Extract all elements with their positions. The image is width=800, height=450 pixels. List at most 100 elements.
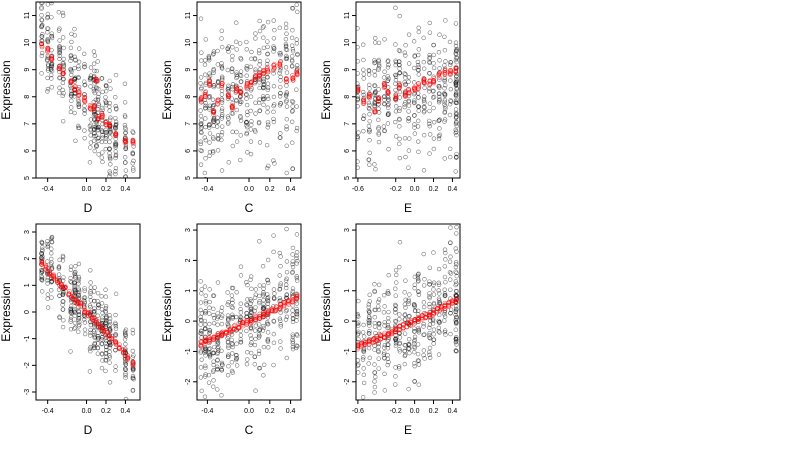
fitted-point — [56, 66, 62, 72]
observed-point — [412, 125, 417, 130]
observed-point — [56, 266, 62, 271]
observed-point — [95, 313, 100, 318]
fitted-point — [113, 339, 119, 344]
observed-point — [76, 287, 82, 293]
observed-point — [397, 13, 402, 19]
observed-point — [82, 62, 87, 67]
observed-point — [412, 363, 417, 369]
fitted-point — [91, 107, 97, 113]
observed-point — [252, 354, 257, 360]
fitted-point — [294, 70, 300, 76]
observed-point — [207, 321, 212, 327]
observed-point — [284, 126, 289, 132]
observed-point — [199, 148, 204, 154]
fitted-point — [382, 335, 388, 341]
observed-point — [356, 311, 360, 317]
fitted-point — [294, 69, 299, 75]
observed-point — [202, 284, 208, 289]
observed-point — [57, 50, 62, 56]
observed-point — [72, 65, 77, 71]
observed-point — [290, 334, 296, 339]
observed-point — [397, 48, 403, 54]
observed-point — [252, 128, 258, 133]
fitted-point — [211, 337, 216, 342]
observed-point — [107, 100, 113, 106]
observed-point — [382, 355, 387, 361]
observed-point — [284, 307, 290, 313]
observed-point — [290, 259, 295, 264]
observed-point — [294, 37, 299, 42]
observed-point — [290, 252, 295, 257]
observed-point — [265, 105, 270, 110]
observed-point — [215, 341, 220, 347]
observed-point — [453, 107, 459, 112]
observed-point — [393, 341, 399, 346]
observed-point — [367, 331, 372, 336]
observed-point — [266, 280, 271, 286]
observed-point — [68, 72, 74, 77]
observed-point — [245, 357, 250, 362]
observed-point — [81, 51, 87, 56]
observed-point — [431, 94, 437, 100]
observed-point — [454, 273, 459, 279]
observed-point — [265, 87, 271, 93]
x-axis-label: E — [404, 201, 412, 215]
observed-point — [427, 304, 432, 310]
observed-point — [412, 113, 417, 118]
observed-point — [219, 321, 225, 327]
observed-point — [366, 361, 371, 366]
observed-point — [284, 104, 290, 109]
observed-point — [416, 47, 422, 52]
observed-point — [284, 98, 289, 103]
observed-point — [73, 138, 78, 143]
y-tick-label: 8 — [185, 95, 192, 99]
observed-point — [92, 341, 97, 346]
observed-point — [443, 279, 448, 285]
fitted-point — [356, 346, 360, 352]
observed-point — [366, 304, 371, 310]
observed-point — [238, 79, 244, 85]
observed-point — [393, 293, 398, 298]
observed-point — [39, 13, 44, 18]
observed-point — [412, 131, 418, 136]
observed-point — [203, 365, 208, 371]
fitted-point — [219, 83, 225, 89]
observed-point — [271, 249, 276, 255]
observed-point — [76, 123, 81, 129]
observed-point — [215, 387, 220, 392]
observed-point — [261, 79, 266, 85]
observed-point — [114, 106, 119, 111]
fitted-point — [396, 82, 402, 88]
observed-point — [238, 273, 244, 278]
fitted-point — [228, 329, 234, 335]
observed-point — [244, 120, 250, 125]
observed-point — [284, 170, 289, 176]
observed-point — [122, 114, 128, 120]
observed-point — [393, 104, 399, 109]
y-tick-label: 8 — [24, 95, 31, 99]
observed-point — [373, 374, 378, 380]
observed-point — [215, 366, 220, 372]
y-tick-label: -2 — [344, 379, 351, 385]
observed-point — [454, 154, 459, 160]
observed-point — [415, 67, 421, 73]
y-tick-label: 7 — [185, 122, 192, 126]
observed-point — [284, 31, 289, 36]
observed-point — [443, 59, 448, 64]
observed-point — [100, 335, 105, 340]
observed-point — [229, 337, 234, 343]
observed-point — [230, 86, 235, 92]
observed-point — [39, 34, 44, 39]
observed-point — [416, 330, 422, 335]
observed-point — [284, 259, 290, 264]
observed-point — [261, 77, 266, 82]
observed-point — [416, 104, 422, 109]
observed-point — [114, 182, 118, 186]
observed-point — [198, 81, 203, 86]
fitted-point — [397, 82, 402, 87]
fitted-point — [130, 138, 136, 143]
observed-point — [278, 59, 283, 64]
observed-point — [244, 63, 250, 69]
observed-point — [437, 77, 442, 82]
observed-point — [99, 341, 105, 346]
